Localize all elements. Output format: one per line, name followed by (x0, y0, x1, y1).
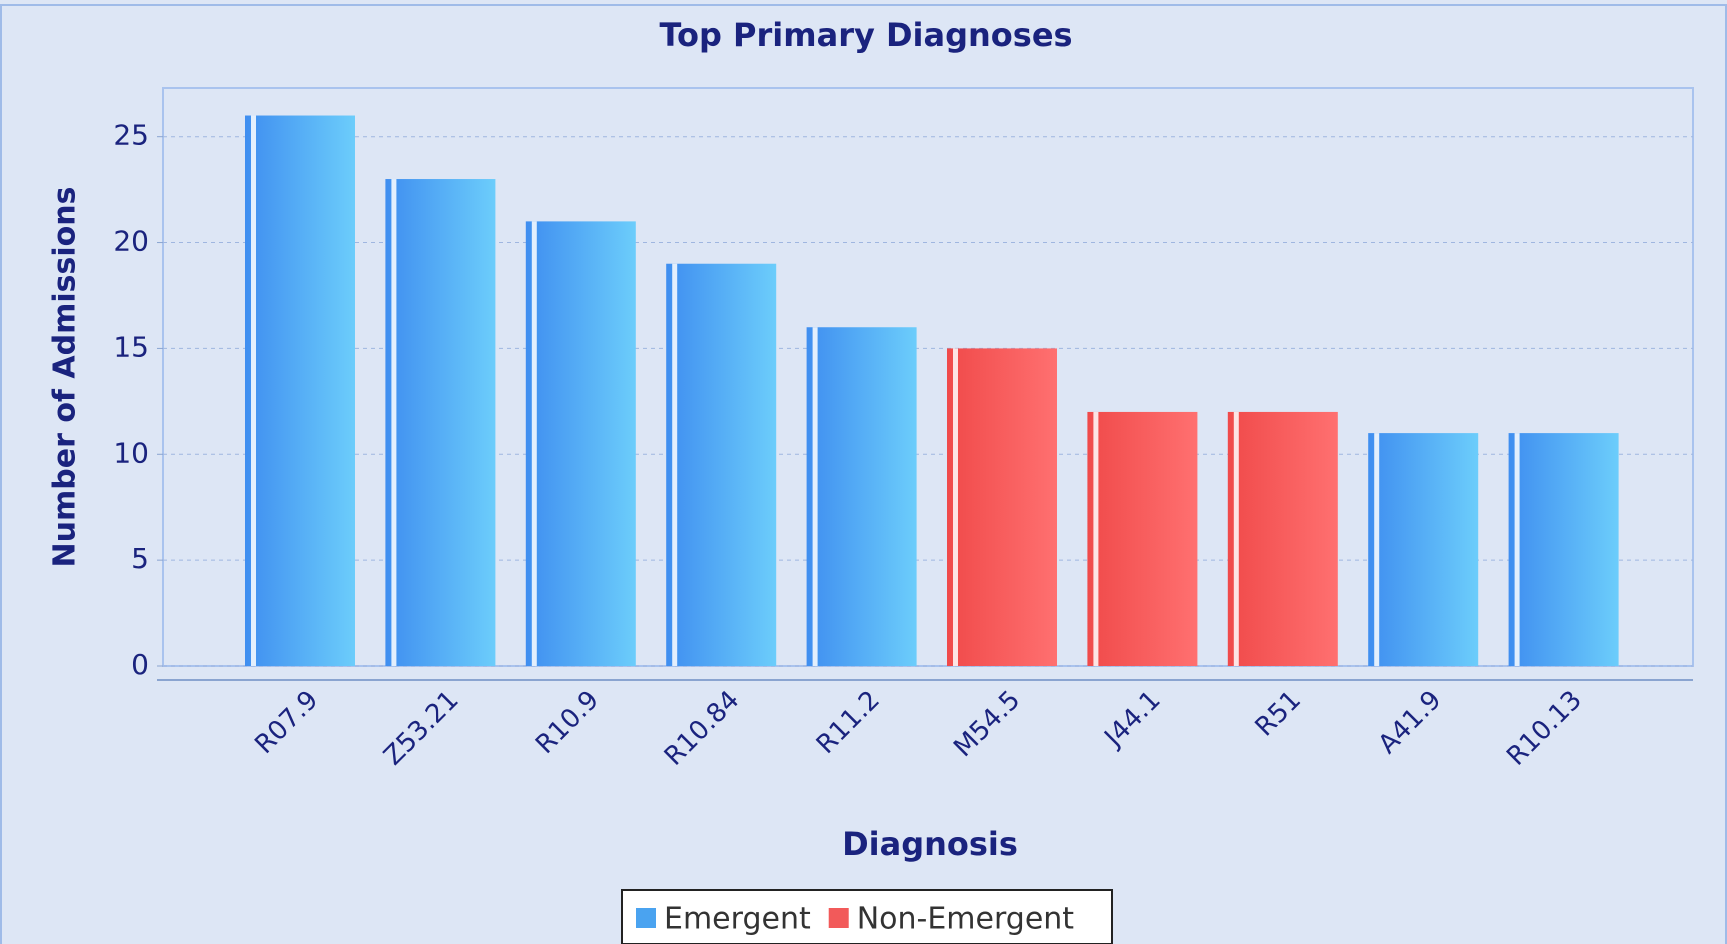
bar-highlight (1514, 433, 1520, 666)
bar-highlight (251, 115, 256, 667)
y-tick-label: 5 (131, 542, 149, 575)
legend-label: Emergent (664, 902, 811, 937)
bar-highlight (953, 348, 958, 666)
y-axis-label: Number of Admissions (48, 187, 83, 568)
legend-swatch (636, 908, 656, 928)
bar-highlight (1233, 411, 1239, 666)
bar-highlight (1093, 411, 1099, 666)
bar (525, 221, 636, 666)
bar (666, 263, 777, 666)
bar (245, 115, 355, 667)
y-tick-label: 25 (113, 119, 149, 152)
y-tick-label: 10 (113, 436, 149, 469)
bar-highlight (1374, 433, 1380, 666)
legend-box (621, 889, 1113, 944)
bar (1368, 433, 1479, 666)
chart-title: Top Primary Diagnoses (659, 16, 1072, 54)
legend-swatch (828, 908, 849, 928)
bar-highlight (672, 263, 678, 666)
bar (947, 348, 1057, 666)
bar-highlight (531, 221, 537, 666)
legend-label: Non-Emergent (857, 902, 1075, 937)
y-tick-label: 0 (131, 648, 149, 681)
y-tick-label: 15 (113, 330, 149, 363)
bar (1087, 411, 1198, 666)
legend: Emergent Non-Emergent (621, 889, 1113, 944)
bar-highlight (812, 327, 818, 666)
x-axis-label: Diagnosis (842, 825, 1018, 863)
bar-highlight (391, 179, 397, 667)
bar (1508, 433, 1619, 666)
y-tick-label: 20 (113, 225, 149, 258)
bar (1227, 411, 1338, 666)
bar (385, 179, 496, 667)
bar (806, 327, 917, 666)
